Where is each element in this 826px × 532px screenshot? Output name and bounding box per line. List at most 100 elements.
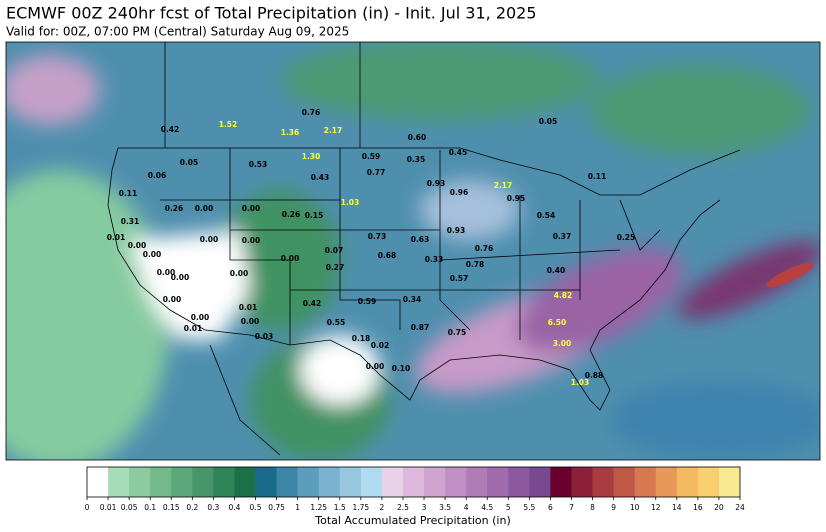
colorbar-tick-label: 24 <box>735 503 745 512</box>
station-value: 0.68 <box>378 251 397 260</box>
station-value: 3.00 <box>553 339 572 348</box>
station-value: 0.73 <box>368 232 387 241</box>
colorbar-swatch <box>487 467 509 497</box>
station-value: 0.00 <box>200 235 219 244</box>
station-value: 0.15 <box>305 211 324 220</box>
colorbar-swatch <box>424 467 446 497</box>
station-value: 0.87 <box>411 323 430 332</box>
colorbar-tick-label: 4.5 <box>481 503 493 512</box>
colorbar-tick-label: 8 <box>590 503 595 512</box>
colorbar-tick-label: 7 <box>569 503 574 512</box>
colorbar-tick-label: 0.1 <box>144 503 156 512</box>
station-value: 0.42 <box>161 125 180 134</box>
station-value: 2.17 <box>494 181 513 190</box>
station-value: 1.52 <box>219 120 238 129</box>
station-value: 0.78 <box>466 260 485 269</box>
station-value: 0.00 <box>157 268 176 277</box>
station-value: 0.01 <box>107 233 126 242</box>
colorbar-swatch <box>171 467 193 497</box>
station-labels: 0.42 0.76 1.36 2.17 1.52 0.60 0.05 0.53 0.05 0.06… <box>107 108 636 387</box>
station-value: 0.35 <box>407 155 426 164</box>
colorbar-swatch <box>655 467 678 497</box>
colorbar-frame <box>86 466 741 498</box>
station-value: 0.53 <box>249 160 268 169</box>
station-value: 0.88 <box>585 371 604 380</box>
colorbar-swatch <box>402 467 425 497</box>
station-value: 0.07 <box>325 246 344 255</box>
station-value: 0.00 <box>171 273 190 282</box>
colorbar-swatch <box>550 467 572 497</box>
colorbar-swatch <box>529 467 551 497</box>
colorbar-tick-label: 2 <box>380 503 385 512</box>
station-value: 0.75 <box>448 328 467 337</box>
colorbar-tick-label: 4 <box>464 503 469 512</box>
station-value: 1.36 <box>281 128 300 137</box>
station-value: 0.25 <box>617 233 636 242</box>
station-value: 1.03 <box>341 198 360 207</box>
colorbar-tick-label: 5 <box>506 503 511 512</box>
colorbar-swatch <box>676 467 699 497</box>
station-value: 0.60 <box>408 133 427 142</box>
colorbar-tick-label: 9 <box>611 503 616 512</box>
colorbar-swatch <box>297 467 320 497</box>
colorbar-label: Total Accumulated Precipitation (in) <box>314 514 511 527</box>
station-value: 0.76 <box>475 244 494 253</box>
colorbar-swatch <box>571 467 593 497</box>
boundaries <box>107 42 741 456</box>
colorbar-swatch <box>339 467 362 497</box>
colorbar-tick-label: 12 <box>651 503 661 512</box>
colorbar-swatch <box>213 467 235 497</box>
colorbar-tick-label: 1.5 <box>334 503 346 512</box>
station-value: 0.54 <box>537 211 556 220</box>
station-value: 2.17 <box>324 126 343 135</box>
colorbar-tick-label: 14 <box>672 503 682 512</box>
station-value: 0.45 <box>449 148 468 157</box>
colorbar-swatch <box>592 467 614 497</box>
colorbar-swatch <box>234 467 256 497</box>
colorbar-swatch <box>381 467 404 497</box>
colorbar-swatch <box>508 467 530 497</box>
colorbar-tick-label: 6 <box>548 503 553 512</box>
colorbar-swatch <box>718 467 741 497</box>
colorbar-tick-label: 0 <box>85 503 90 512</box>
station-value: 0.37 <box>553 232 572 241</box>
precip-field <box>6 42 820 460</box>
station-value: 4.82 <box>554 291 573 300</box>
colorbar-tick-label: 5.5 <box>523 503 535 512</box>
station-value: 0.63 <box>411 235 430 244</box>
station-value: 0.77 <box>367 168 386 177</box>
station-value: 0.95 <box>507 194 526 203</box>
station-value: 0.01 <box>184 324 203 333</box>
colorbar-swatch <box>634 467 657 497</box>
station-value: 0.05 <box>180 158 199 167</box>
colorbar-swatch <box>318 467 341 497</box>
station-value: 0.00 <box>195 204 214 213</box>
colorbar-tick-label: 1.75 <box>352 503 369 512</box>
colorbar-tick-label: 0.2 <box>186 503 198 512</box>
station-value: 0.00 <box>281 254 300 263</box>
station-value: 0.43 <box>311 173 330 182</box>
station-value: 0.55 <box>327 318 346 327</box>
station-value: 0.59 <box>362 152 381 161</box>
colorbar-tick-label: 16 <box>693 503 703 512</box>
station-value: 0.34 <box>403 295 422 304</box>
station-value: 0.40 <box>547 266 566 275</box>
colorbar-swatch <box>192 467 214 497</box>
station-value: 0.01 <box>239 303 258 312</box>
station-value: 0.00 <box>241 317 260 326</box>
colorbar-tick-label: 2.5 <box>397 503 409 512</box>
colorbar-tick-label: 1.25 <box>310 503 327 512</box>
station-value: 1.03 <box>571 378 590 387</box>
colorbar-swatch <box>255 467 277 497</box>
station-value: 0.00 <box>128 241 147 250</box>
colorbar-swatch <box>108 467 130 497</box>
colorbar-tick-label: 20 <box>714 503 724 512</box>
station-value: 0.03 <box>255 332 274 341</box>
station-value: 0.76 <box>302 108 321 117</box>
colorbar-swatch <box>697 467 720 497</box>
station-value: 6.50 <box>548 318 567 327</box>
colorbar-swatch <box>466 467 488 497</box>
station-value: 0.33 <box>425 255 444 264</box>
